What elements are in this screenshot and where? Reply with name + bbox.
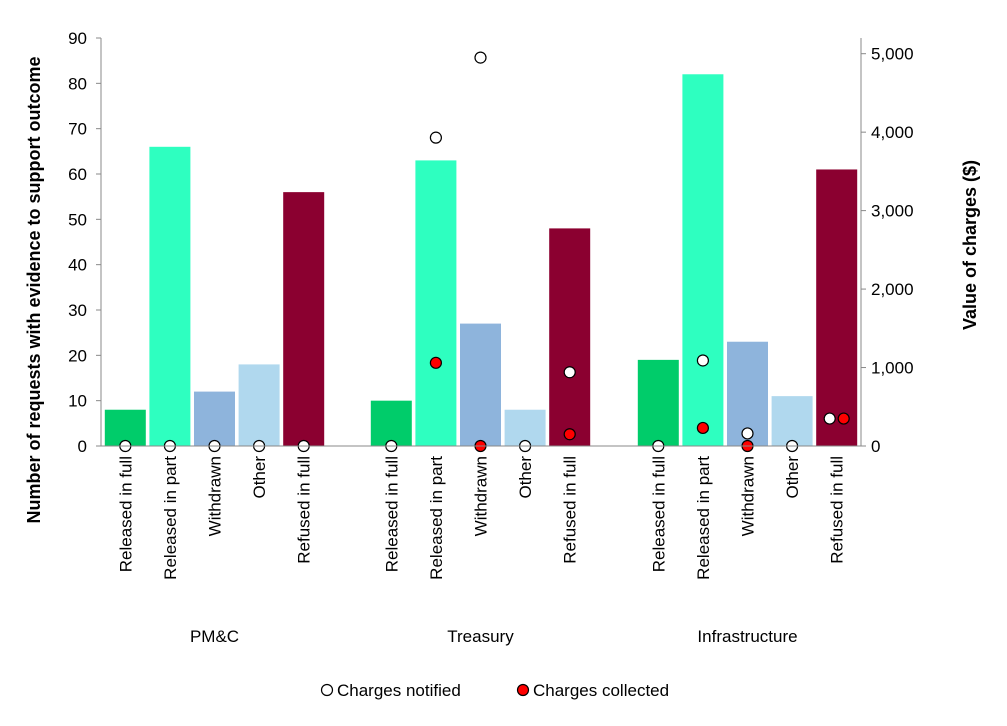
x-group-label: PM&C	[190, 627, 239, 646]
legend-notified-label: Charges notified	[337, 681, 461, 700]
charges-notified-point	[741, 427, 754, 440]
charges-notified-point	[696, 354, 710, 367]
charges-notified-point	[563, 366, 576, 379]
x-category-label: Other	[783, 456, 802, 499]
y-tick-label: 50	[68, 210, 87, 229]
bar	[816, 169, 858, 446]
legend-collected-label: Charges collected	[533, 681, 669, 700]
y-tick-label: 40	[68, 256, 87, 275]
charges-notified-point	[823, 412, 836, 425]
y-tick-label: 90	[68, 29, 87, 48]
bar	[238, 364, 280, 446]
y-tick-label: 10	[68, 392, 87, 411]
y2-axis-title-group: Value of charges ($)	[960, 160, 980, 330]
x-category-label: Released in full	[116, 456, 135, 572]
x-category-label: Refused in full	[828, 456, 847, 564]
x-category-label: Withdrawn	[472, 456, 491, 536]
y-tick-label: 60	[68, 165, 87, 184]
x-category-label: Released in full	[649, 456, 668, 572]
legend-notified-marker	[320, 683, 334, 697]
x-category-label: Released in part	[427, 456, 446, 580]
bar	[370, 400, 412, 446]
x-category-label: Refused in full	[295, 456, 314, 564]
charges-collected-point	[837, 412, 850, 425]
bar	[283, 192, 325, 446]
x-category-label: Other	[516, 456, 535, 499]
x-category-label: Withdrawn	[206, 456, 225, 536]
charges-collected-point	[563, 428, 576, 441]
charges-notified-point	[429, 131, 442, 144]
x-category-label: Released in part	[694, 456, 713, 580]
legend-collected-marker	[516, 683, 530, 697]
charges-collected-point	[429, 356, 442, 369]
y2-axis-title: Value of charges ($)	[960, 160, 980, 330]
x-category-label: Released in full	[382, 456, 401, 572]
y-tick-label: 80	[68, 74, 87, 93]
y2-tick-label: 3,000	[871, 202, 914, 221]
y-axis-title: Number of requests with evidence to supp…	[24, 56, 44, 523]
bar	[682, 74, 724, 447]
y-tick-label: 70	[68, 120, 87, 139]
y-axis-title-group: Number of requests with evidence to supp…	[24, 56, 44, 523]
x-group-label: Infrastructure	[697, 627, 797, 646]
bar	[549, 228, 591, 446]
y2-tick-label: 1,000	[871, 359, 914, 378]
bar	[194, 391, 235, 446]
bar	[460, 323, 501, 446]
y2-tick-label: 5,000	[871, 45, 914, 64]
bar	[637, 359, 679, 446]
y-tick-label: 30	[68, 301, 87, 320]
y2-tick-label: 0	[871, 437, 880, 456]
bar	[771, 396, 813, 446]
y-tick-label: 0	[78, 437, 87, 456]
legend: Charges notified Charges collected	[320, 681, 669, 700]
y2-tick-label: 2,000	[871, 280, 914, 299]
y2-tick-label: 4,000	[871, 123, 914, 142]
bar	[149, 146, 191, 447]
x-group-label: Treasury	[447, 627, 514, 646]
charges-notified-point	[474, 51, 487, 64]
plot-area: 0 10 20 30 40 50 60 70 80 90 0 1,000 2,000 3,000 4,000…	[68, 29, 913, 646]
x-category-label: Withdrawn	[739, 456, 758, 536]
x-category-label: Released in part	[161, 456, 180, 580]
y-tick-label: 20	[68, 346, 87, 365]
x-category-label: Other	[250, 456, 269, 499]
bar	[415, 160, 457, 446]
charges-collected-point	[696, 421, 710, 435]
x-category-label: Refused in full	[561, 456, 580, 564]
